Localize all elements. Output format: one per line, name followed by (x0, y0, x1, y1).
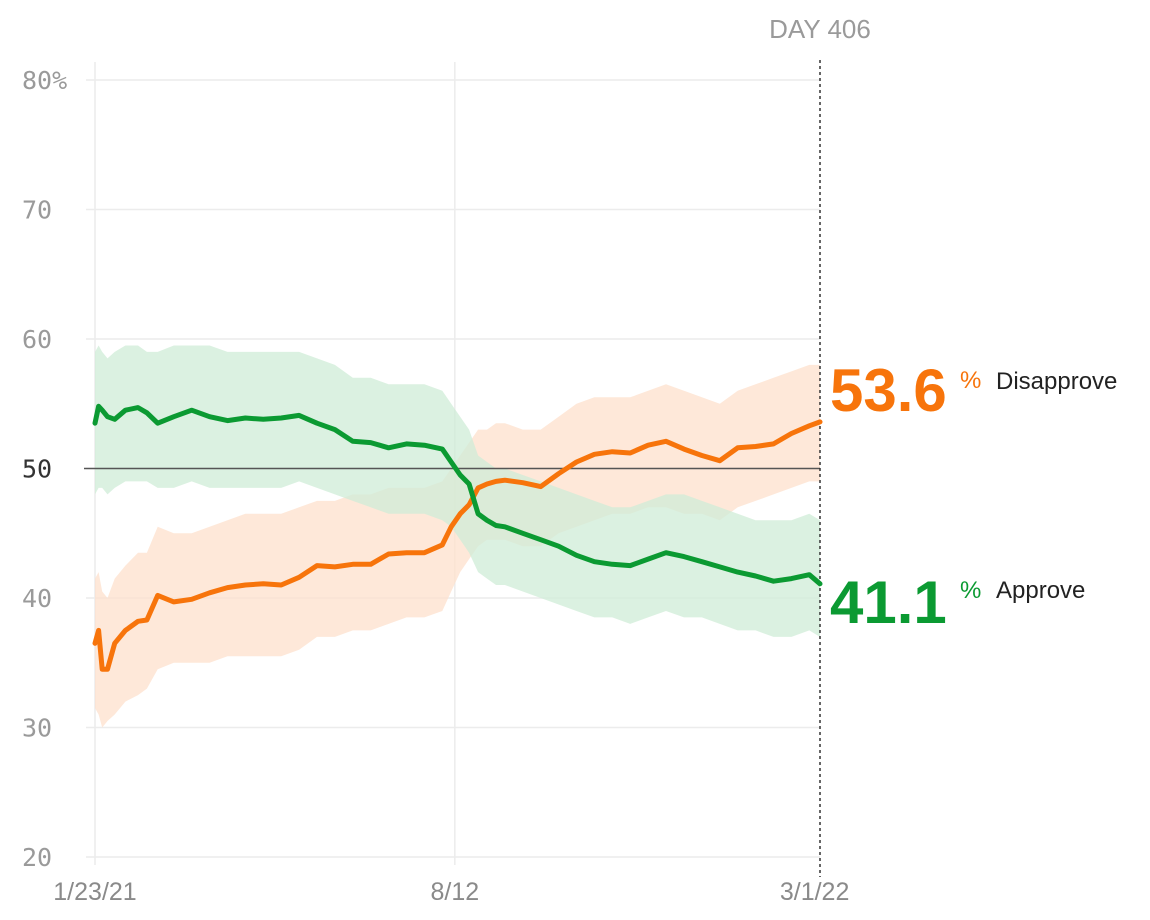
disapprove-percent-sign: % (960, 367, 981, 394)
x-tick-label: 3/1/22 (780, 878, 850, 906)
approve-label: Approve (996, 577, 1085, 604)
x-axis-ticks: 1/23/21 8/12 3/1/22 (53, 878, 849, 906)
y-tick-label: 80% (22, 66, 67, 95)
approve-line (92, 403, 823, 587)
y-tick-label: 60 (22, 325, 52, 354)
x-tick-label: 8/12 (430, 878, 479, 906)
disapprove-readout: 53.6 % Disapprove (830, 357, 1117, 424)
confidence-bands (95, 345, 820, 728)
y-tick-label: 50 (22, 455, 52, 484)
x-tick-label: 1/23/21 (53, 878, 136, 906)
series-lines (92, 403, 823, 672)
day-marker-label: DAY 406 (769, 14, 871, 44)
y-tick-label: 20 (22, 843, 52, 872)
disapprove-line (92, 419, 823, 672)
approve-percent-sign: % (960, 577, 981, 604)
disapprove-band (95, 364, 820, 728)
y-axis-ticks: 80% 70 60 50 40 30 20 (22, 66, 67, 872)
approve-value: 41.1 (830, 569, 947, 636)
disapprove-label: Disapprove (996, 368, 1117, 395)
y-tick-label: 30 (22, 714, 52, 743)
y-tick-label: 40 (22, 584, 52, 613)
y-tick-label: 70 (22, 196, 52, 225)
disapprove-value: 53.6 (830, 357, 947, 424)
approve-readout: 41.1 % Approve (830, 569, 1085, 636)
